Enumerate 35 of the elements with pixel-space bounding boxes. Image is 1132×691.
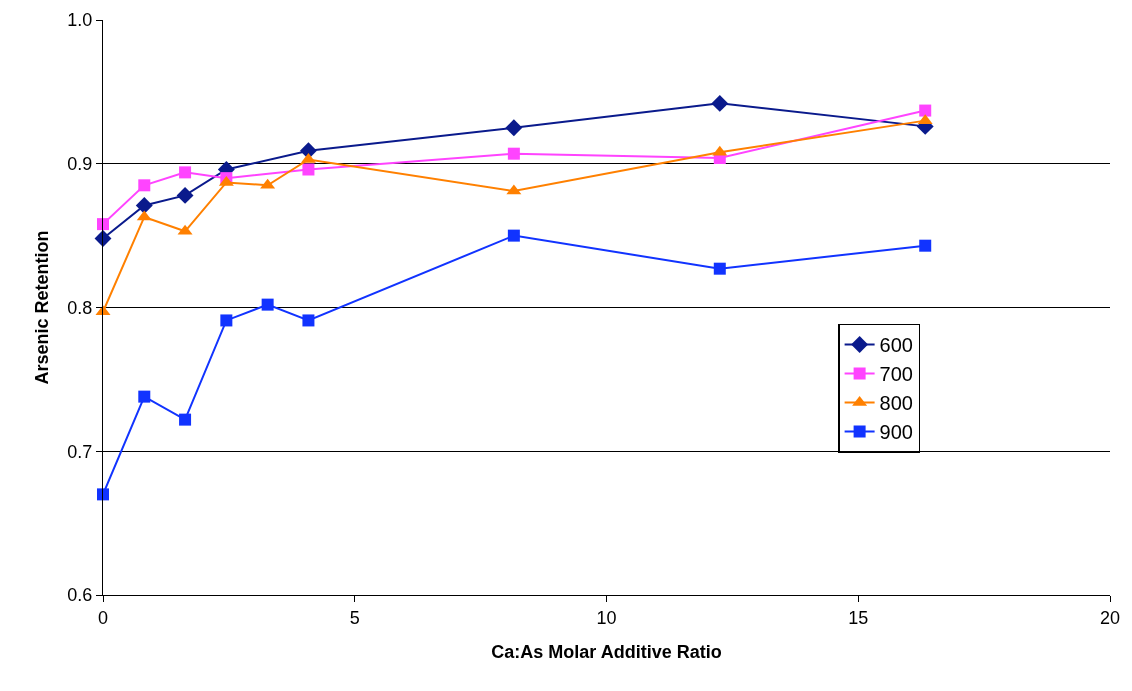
y-tick-label: 1.0: [67, 10, 93, 31]
point: [711, 94, 729, 112]
y-tick-label: 0.7: [67, 441, 93, 462]
point: [135, 196, 153, 214]
point: [919, 104, 932, 117]
point: [507, 229, 520, 242]
x-tick-label: 5: [349, 607, 360, 628]
y-tick-label: 0.8: [67, 297, 93, 318]
point: [176, 186, 194, 204]
y-axis-title: Arsenic Retention: [31, 230, 52, 385]
x-tick-label: 20: [1099, 607, 1121, 628]
y-tick-label: 0.9: [67, 154, 93, 175]
point: [507, 147, 520, 160]
point: [220, 314, 233, 327]
point: [505, 119, 523, 137]
point: [179, 413, 192, 426]
x-tick-label: 0: [97, 607, 109, 628]
point: [302, 163, 315, 176]
legend-label: 800: [879, 392, 913, 415]
x-axis-title: Ca:As Molar Additive Ratio: [491, 641, 722, 662]
x-tick-label: 15: [848, 607, 869, 628]
point: [97, 488, 109, 501]
point: [302, 314, 315, 327]
point: [179, 166, 192, 179]
y-tick-label: 0.6: [67, 585, 93, 606]
point: [138, 179, 151, 192]
point: [97, 218, 109, 231]
legend-label: 700: [879, 363, 913, 386]
point: [713, 262, 726, 275]
legend-label: 900: [879, 421, 913, 444]
point: [919, 239, 932, 252]
x-tick-label: 10: [596, 607, 617, 628]
point: [138, 390, 151, 403]
point: [261, 298, 274, 311]
legend-label: 600: [879, 334, 913, 357]
